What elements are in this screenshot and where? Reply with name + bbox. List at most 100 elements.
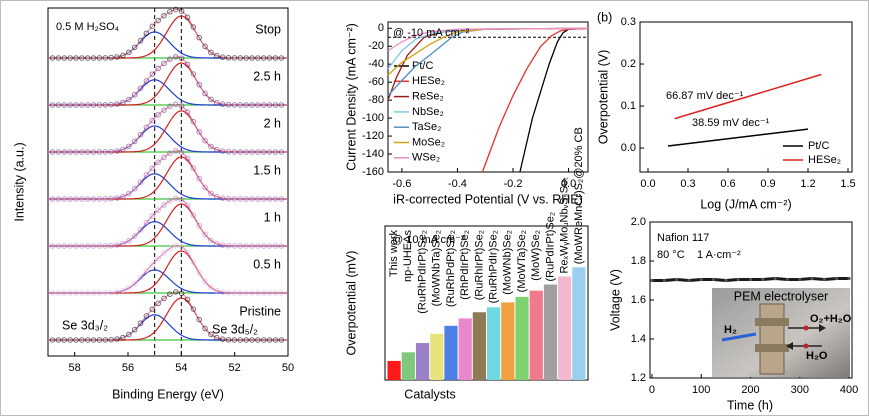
note: Nafion 117 (657, 232, 709, 244)
data-point (214, 99, 220, 106)
data-point (90, 102, 97, 108)
data-point (231, 290, 238, 296)
category-label: ReₓWᵧMoᵤNbᵥSₛSeₜ (559, 177, 571, 274)
data-point (84, 337, 91, 343)
data-point (49, 243, 56, 249)
y-tick-label: 1.8 (631, 255, 646, 267)
data-point (49, 102, 56, 108)
data-point (143, 78, 150, 84)
annotation: 0.5 M H₂SO₄ (56, 21, 120, 33)
data-point (278, 196, 285, 202)
series-line (519, 27, 589, 173)
data-point (79, 243, 85, 249)
legend-label: NbSe₂ (412, 106, 444, 118)
bar (415, 343, 430, 380)
category-label: (MoWNbTa)Se₂ (431, 230, 443, 306)
bar (458, 318, 472, 380)
data-point (219, 148, 226, 155)
data-point (231, 149, 238, 155)
data-point (225, 195, 232, 202)
category-label: (RuPdIrPt)Se₂ (544, 212, 556, 282)
data-point (55, 243, 62, 249)
data-point (114, 336, 120, 342)
data-point (278, 290, 285, 296)
data-point (266, 337, 273, 343)
x-tick-label: 50 (282, 362, 294, 374)
data-point (243, 243, 249, 249)
data-point (126, 190, 132, 197)
legend-label: TaSe₂ (412, 121, 441, 133)
bar (543, 284, 558, 380)
data-point (120, 146, 126, 153)
data-point (699, 277, 703, 282)
y-tick-label: -140 (362, 148, 384, 160)
data-point (225, 101, 232, 108)
data-point (161, 60, 167, 67)
data-point (73, 290, 79, 296)
data-point (61, 102, 68, 108)
inset-label: H₂ (724, 324, 737, 336)
data-point (249, 149, 255, 155)
data-point (237, 55, 244, 61)
data-point (202, 43, 208, 50)
data-point (272, 337, 279, 343)
data-point (96, 102, 103, 108)
data-point (260, 196, 267, 202)
data-point (748, 277, 753, 282)
data-point (231, 243, 238, 249)
x-tick-label: 1.5 (840, 178, 855, 190)
data-point (178, 149, 185, 156)
data-point (208, 49, 214, 56)
data-point (172, 242, 179, 249)
plot-frame (47, 7, 289, 357)
series-line (667, 128, 809, 147)
data-point (73, 149, 79, 155)
data-point (126, 96, 132, 103)
data-point (61, 196, 68, 202)
legend-label: HESe₂ (412, 75, 445, 87)
x-tick-label: 56 (122, 362, 134, 374)
data-point (67, 290, 73, 296)
data-point (190, 165, 197, 171)
data-point (172, 148, 179, 154)
data-point (102, 196, 109, 202)
data-point (231, 196, 238, 202)
data-point (196, 81, 202, 88)
data-point (243, 102, 249, 108)
data-point (49, 337, 56, 343)
data-point (149, 23, 156, 30)
data-point (835, 276, 839, 281)
data-point (225, 54, 232, 61)
data-point (67, 55, 73, 61)
data-point (214, 193, 220, 200)
data-point (272, 149, 279, 155)
data-point (208, 284, 214, 291)
data-point (243, 337, 249, 343)
data-point (137, 274, 144, 281)
data-point (178, 8, 185, 14)
y-tick-label: 0.1 (621, 100, 636, 112)
data-point (761, 277, 765, 282)
data-point (237, 149, 244, 155)
y-axis-label: Voltage (V) (608, 269, 622, 331)
data-point (108, 336, 114, 343)
trace-label: 1.5 h (253, 163, 281, 177)
data-point (126, 331, 132, 338)
category-label: (MoWReMnCr)S₂@20% CB (573, 127, 585, 264)
data-point (108, 54, 114, 61)
data-point (137, 37, 144, 44)
data-point (102, 337, 109, 343)
y-tick-label: -120 (362, 130, 384, 142)
data-point (260, 149, 267, 155)
data-point (55, 337, 62, 343)
panel-label: (b) (597, 10, 612, 24)
data-point (243, 196, 249, 202)
y-axis-label: Current Density (mA cm⁻²) (344, 23, 358, 171)
data-point (55, 102, 62, 108)
series-line (481, 27, 589, 173)
category-label: (RhPdIrPt)Se₂ (459, 230, 471, 300)
y-tick-label: -80 (368, 94, 384, 106)
x-tick-label: 100 (692, 384, 710, 396)
data-point (126, 143, 132, 150)
